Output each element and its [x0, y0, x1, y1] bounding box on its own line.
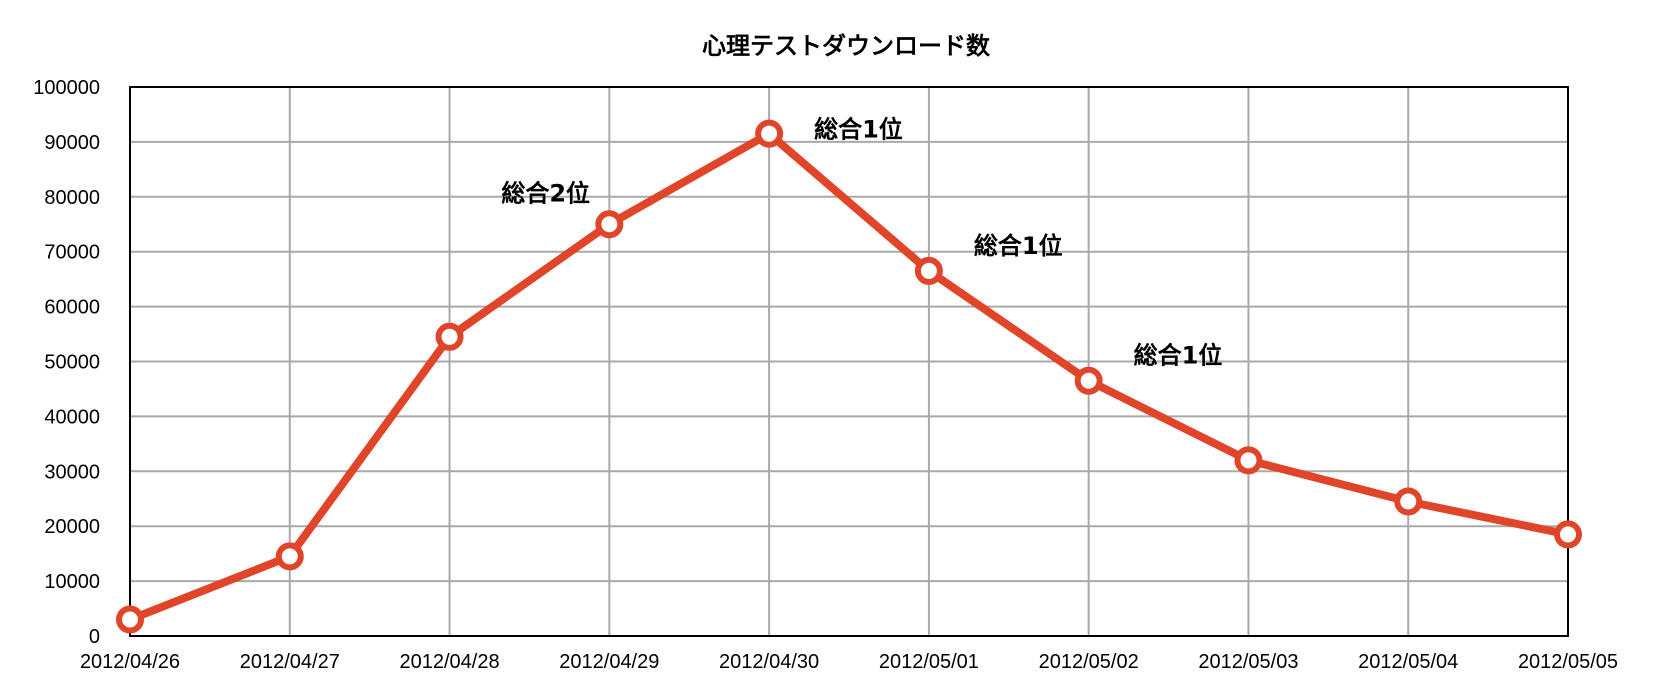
y-tick-label: 10000	[44, 571, 100, 593]
data-point	[116, 605, 144, 634]
y-tick-label: 40000	[44, 406, 100, 428]
x-tick-label: 2012/05/01	[879, 651, 979, 673]
y-tick-label: 80000	[44, 187, 100, 209]
data-point	[275, 542, 304, 571]
chart-title: 心理テストダウンロード数	[702, 32, 991, 60]
y-tick-label: 100000	[33, 77, 100, 99]
y-tick-label: 70000	[44, 242, 100, 264]
x-tick-label: 2012/04/30	[719, 651, 819, 673]
y-tick-label: 90000	[44, 132, 100, 154]
x-tick-label: 2012/05/02	[1039, 651, 1139, 673]
y-tick-label: 50000	[44, 352, 100, 374]
annotation-label: 総合2位	[501, 179, 590, 207]
data-point	[435, 322, 464, 351]
data-point	[1234, 446, 1263, 475]
y-axis-ticks: 0 10000 20000 30000 40000 50000 60000 70000 8000…	[33, 77, 100, 648]
annotation-label: 総合1位	[974, 232, 1063, 260]
data-point	[914, 256, 943, 285]
grid	[130, 87, 1568, 636]
x-tick-label: 2012/05/05	[1518, 651, 1618, 673]
annotation-label: 総合1位	[1134, 342, 1223, 370]
series-line	[126, 129, 1572, 624]
y-tick-label: 60000	[44, 297, 100, 319]
data-point	[1074, 366, 1103, 395]
x-tick-label: 2012/05/03	[1198, 651, 1298, 673]
x-tick-label: 2012/04/26	[80, 651, 180, 673]
x-tick-label: 2012/04/29	[559, 651, 659, 673]
data-point	[1394, 487, 1423, 516]
plot-frame	[129, 86, 1569, 637]
data-point	[755, 119, 784, 148]
y-tick-label: 20000	[44, 516, 100, 538]
y-tick-label: 30000	[44, 461, 100, 483]
series	[116, 119, 1582, 634]
x-axis-ticks: 2012/04/26 2012/04/27 2012/04/28 2012/04/29…	[80, 651, 1618, 673]
y-tick-label: 0	[89, 626, 100, 648]
data-point	[1554, 520, 1582, 549]
x-tick-label: 2012/05/04	[1358, 651, 1458, 673]
annotation-label: 総合1位	[814, 116, 903, 144]
x-tick-label: 2012/04/28	[400, 651, 500, 673]
data-point	[595, 210, 624, 239]
x-tick-label: 2012/04/27	[240, 651, 340, 673]
